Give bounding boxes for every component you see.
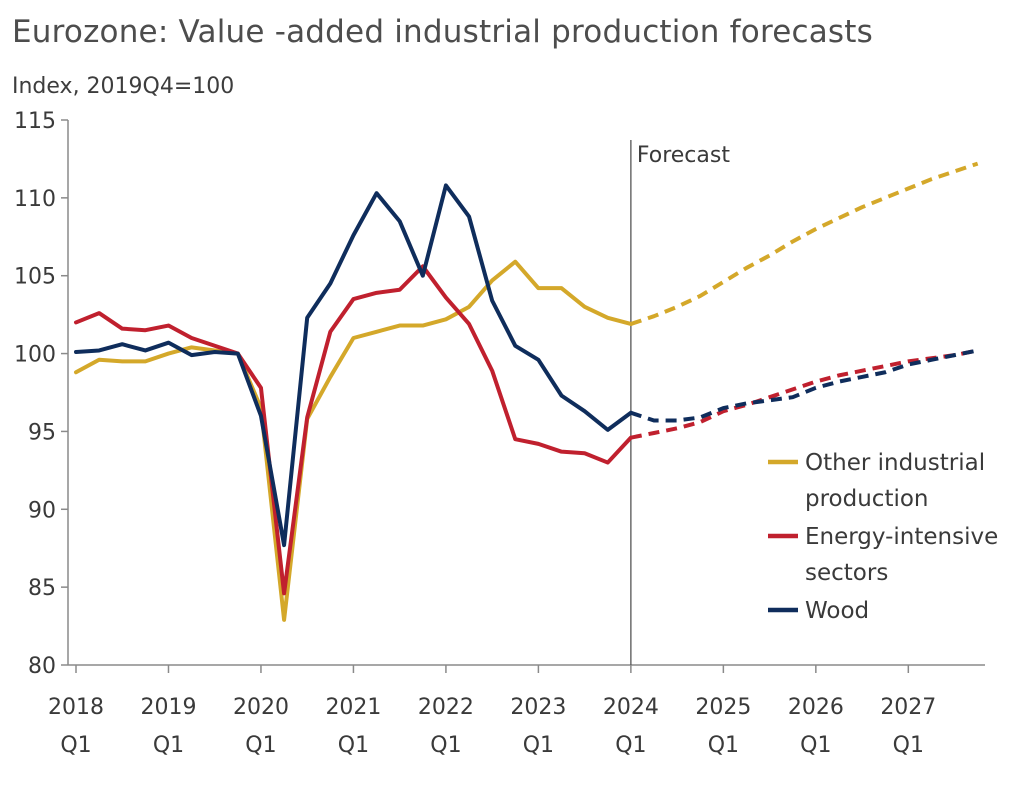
y-tick-label: 85 — [28, 576, 56, 601]
x-tick-label-quarter: Q1 — [430, 733, 461, 758]
x-tick-label-year: 2023 — [510, 695, 566, 720]
legend-label-energy-intensive-sectors: sectors — [805, 560, 888, 586]
forecast-label: Forecast — [637, 143, 730, 168]
legend-label-wood: Wood — [805, 598, 869, 624]
y-axis-label: Index, 2019Q4=100 — [12, 74, 235, 99]
x-tick-label-quarter: Q1 — [245, 733, 276, 758]
legend-label-energy-intensive-sectors: Energy-intensive — [805, 524, 998, 550]
series-line-other-industrial-production — [74, 259, 633, 622]
x-tick-label-quarter: Q1 — [60, 733, 91, 758]
x-tick-label-quarter: Q1 — [338, 733, 369, 758]
x-tick-label-quarter: Q1 — [153, 733, 184, 758]
legend-label-other-industrial-production: production — [805, 486, 929, 512]
forecast-line-energy-intensive-sectors — [630, 348, 979, 440]
y-tick-label: 100 — [14, 343, 56, 368]
legend-label-other-industrial-production: Other industrial — [805, 450, 985, 476]
y-tick-label: 95 — [28, 420, 56, 445]
x-tick-label-quarter: Q1 — [708, 733, 739, 758]
x-tick-label-quarter: Q1 — [523, 733, 554, 758]
x-tick-label-year: 2018 — [48, 695, 104, 720]
x-tick-label-year: 2027 — [880, 695, 936, 720]
forecast-line-other-industrial-production — [630, 161, 979, 326]
x-tick-label-quarter: Q1 — [615, 733, 646, 758]
x-tick-label-year: 2019 — [140, 695, 196, 720]
x-tick-label-quarter: Q1 — [893, 733, 924, 758]
y-tick-label: 90 — [28, 498, 56, 523]
x-tick-label-year: 2025 — [695, 695, 751, 720]
forecast-line-wood — [630, 348, 979, 423]
x-tick-label-year: 2026 — [788, 695, 844, 720]
x-tick-label-year: 2020 — [233, 695, 289, 720]
y-tick-label: 80 — [28, 654, 56, 679]
y-tick-label: 115 — [14, 109, 56, 134]
x-tick-label-year: 2024 — [603, 695, 659, 720]
y-tick-label: 110 — [14, 187, 56, 212]
x-tick-label-year: 2021 — [325, 695, 381, 720]
x-tick-label-year: 2022 — [418, 695, 474, 720]
series-line-energy-intensive-sectors — [74, 264, 633, 596]
x-tick-label-quarter: Q1 — [800, 733, 831, 758]
y-tick-label: 105 — [14, 265, 56, 290]
chart-title: Eurozone: Value -added industrial produc… — [12, 14, 873, 50]
series-line-wood — [74, 183, 633, 548]
